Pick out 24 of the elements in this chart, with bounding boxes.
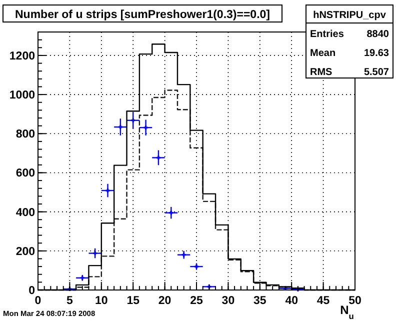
annotation: Entries [310, 29, 344, 40]
x-tick-label: 35 [254, 295, 267, 307]
text: 5.507 [364, 67, 390, 78]
text: 19.63 [364, 48, 390, 59]
y-tick-label: 1000 [9, 90, 35, 102]
y-tick-label: 800 [16, 128, 35, 141]
text: hNSTRIPU_cpv [313, 10, 386, 21]
x-tick-label: 25 [190, 295, 204, 307]
x-tick-label: 45 [316, 295, 330, 307]
x-tick-label: 5 [66, 295, 74, 307]
y-tick-label: 0 [28, 285, 35, 297]
annotation: Mean [310, 48, 336, 59]
chart-title: Number of u strips [sumPreshower1(0.3)==0.0] [15, 9, 270, 21]
text: 8840 [366, 29, 390, 40]
y-tick-label: 200 [16, 246, 35, 258]
y-tick-label: 400 [16, 206, 35, 219]
y-tick-label: 1200 [9, 50, 35, 62]
x-tick-label: 20 [158, 295, 172, 307]
x-tick-label: 30 [222, 295, 235, 307]
x-tick-label: 40 [285, 295, 298, 307]
x-tick-label: 10 [95, 295, 108, 307]
x-tick-label: 15 [126, 295, 140, 307]
annotation: RMS [310, 67, 333, 78]
y-tick-label: 600 [16, 168, 35, 180]
